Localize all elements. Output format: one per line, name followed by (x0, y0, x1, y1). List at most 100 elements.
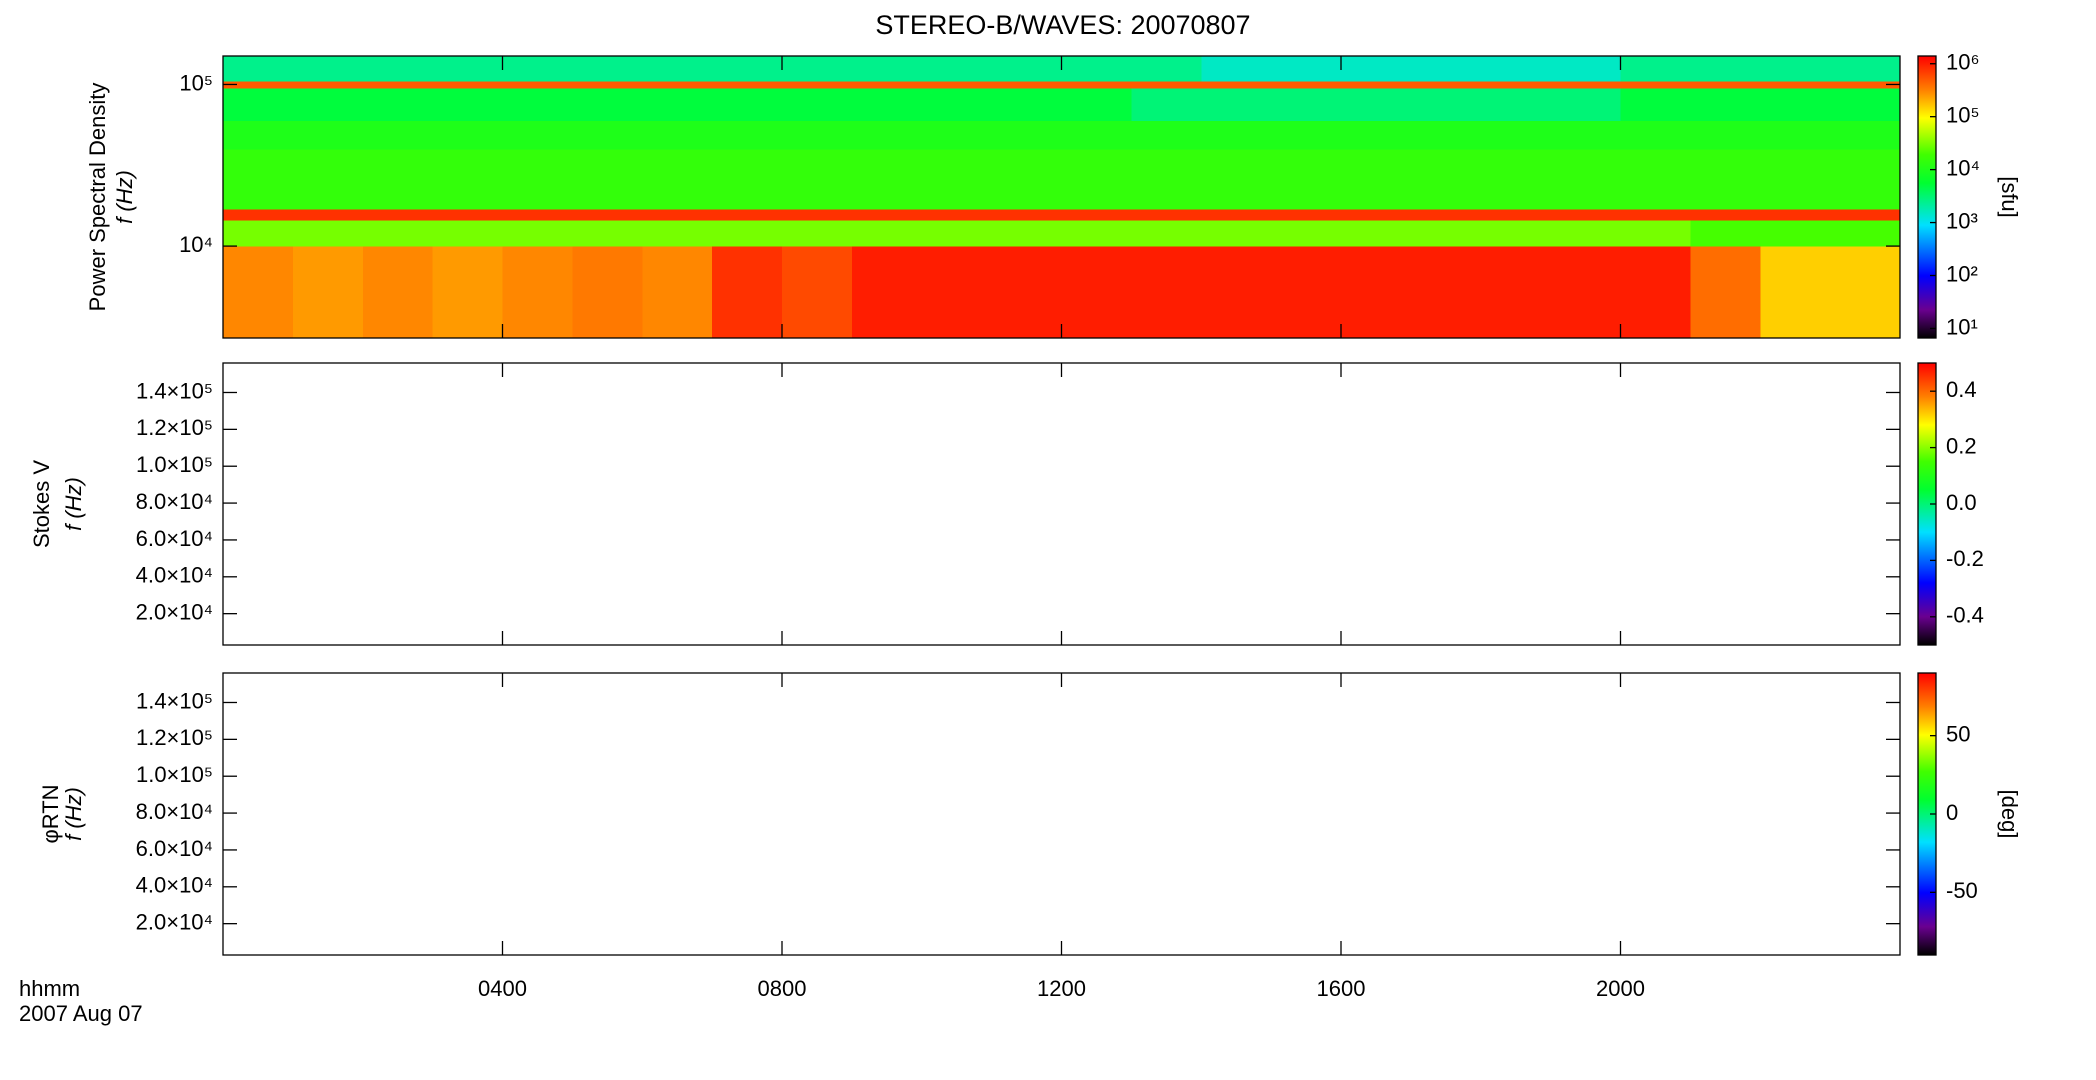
heat-cell (223, 208, 294, 221)
heat-cell (1061, 246, 1132, 339)
heat-cell (572, 208, 643, 221)
heat-cell (1690, 120, 1761, 150)
heat-cell (782, 88, 853, 121)
heat-cell (991, 81, 1062, 89)
colorbar-tick-label: -50 (1946, 878, 1978, 903)
heat-cell (572, 120, 643, 150)
heat-cell (782, 56, 853, 82)
heat-cell (921, 56, 993, 82)
heat-cell (1760, 246, 1831, 339)
heat-cell (991, 88, 1062, 121)
heat-cell (712, 220, 783, 247)
y-axis-label: Power Spectral Density (85, 83, 110, 312)
heat-cell (1201, 120, 1272, 150)
heat-cell (1410, 81, 1482, 89)
heat-cell (1550, 81, 1621, 89)
x-axis-label: hhmm (19, 976, 80, 1001)
heat-cell (292, 56, 364, 82)
heat-cell (782, 120, 853, 150)
heat-cell (1690, 148, 1761, 210)
heat-cell (292, 148, 364, 210)
heat-cell (712, 246, 783, 339)
heat-cell (642, 56, 713, 82)
heat-cell (1760, 81, 1831, 89)
colorbar-tick-label: 10⁶ (1946, 50, 1980, 75)
heat-cell (1480, 56, 1552, 82)
y-tick-label: 6.0×10⁴ (136, 526, 213, 551)
heat-cell (1341, 81, 1412, 89)
heat-cell (712, 148, 783, 210)
colorbar-label: [sfu] (1997, 176, 2022, 218)
heat-cell (921, 208, 993, 221)
heat-cell (1201, 148, 1272, 210)
heat-cell (432, 81, 503, 89)
heat-cell (362, 246, 434, 339)
heat-cell (432, 246, 503, 339)
heat-cell (712, 88, 783, 121)
heat-cell (921, 220, 993, 247)
colorbar-tick-label: 10⁵ (1946, 102, 1980, 127)
heat-cell (1550, 246, 1621, 339)
heat-cell (502, 148, 573, 210)
heat-cell (1341, 148, 1412, 210)
heat-cell (991, 120, 1062, 150)
heat-cell (362, 81, 434, 89)
colorbar-tick-label: 0.2 (1946, 433, 1977, 458)
heat-cell (1131, 120, 1202, 150)
heat-cell (362, 88, 434, 121)
heat-cell (1201, 81, 1272, 89)
heat-cell (502, 88, 573, 121)
heat-cell (292, 120, 364, 150)
heat-cell (851, 81, 923, 89)
heat-cell (432, 220, 503, 247)
heat-cell (1620, 208, 1691, 221)
heat-cell (712, 56, 783, 82)
heat-cell (712, 120, 783, 150)
heat-cell (1131, 56, 1202, 82)
heat-cell (1271, 81, 1342, 89)
heat-cell (1620, 120, 1691, 150)
heat-cell (1061, 120, 1132, 150)
heat-cell (1480, 81, 1552, 89)
y-tick-label: 10⁵ (179, 70, 213, 95)
heat-cell (1341, 88, 1412, 121)
heat-cell (642, 208, 713, 221)
colorbar-tick-label: 0.4 (1946, 377, 1977, 402)
heat-cell (1061, 208, 1132, 221)
heat-cell (1410, 208, 1482, 221)
heat-cell (1271, 220, 1342, 247)
heat-cell (1620, 81, 1691, 89)
heat-cell (1760, 208, 1831, 221)
colorbar-tick-label: -0.2 (1946, 546, 1984, 571)
heat-cell (991, 56, 1062, 82)
heat-cell (1550, 120, 1621, 150)
heat-cell (572, 88, 643, 121)
colorbar-tick-label: 50 (1946, 721, 1970, 746)
heat-cell (642, 81, 713, 89)
heat-cell (223, 81, 294, 89)
heat-cell (1690, 88, 1761, 121)
x-tick-label: 2000 (1596, 976, 1645, 1001)
heat-cell (1061, 88, 1132, 121)
heat-cell (1830, 88, 1901, 121)
heat-cell (1830, 246, 1901, 339)
heat-cell (991, 208, 1062, 221)
y-tick-label: 2.0×10⁴ (136, 599, 213, 624)
heat-cell (432, 148, 503, 210)
chart-title: STEREO-B/WAVES: 20070807 (875, 10, 1250, 40)
heat-cell (1061, 148, 1132, 210)
heat-cell (502, 220, 573, 247)
colorbar-tick-label: 10³ (1946, 208, 1978, 233)
colorbar-label: [deg] (1997, 790, 2022, 839)
y-axis-label: Stokes V (29, 460, 54, 548)
heat-cell (642, 220, 713, 247)
y-axis-label: f (Hz) (61, 787, 86, 841)
heat-cell (921, 148, 993, 210)
heat-cell (1201, 246, 1272, 339)
heat-cell (1271, 148, 1342, 210)
heat-cell (642, 88, 713, 121)
heat-cell (1341, 220, 1412, 247)
y-axis-label: f (Hz) (112, 170, 137, 224)
